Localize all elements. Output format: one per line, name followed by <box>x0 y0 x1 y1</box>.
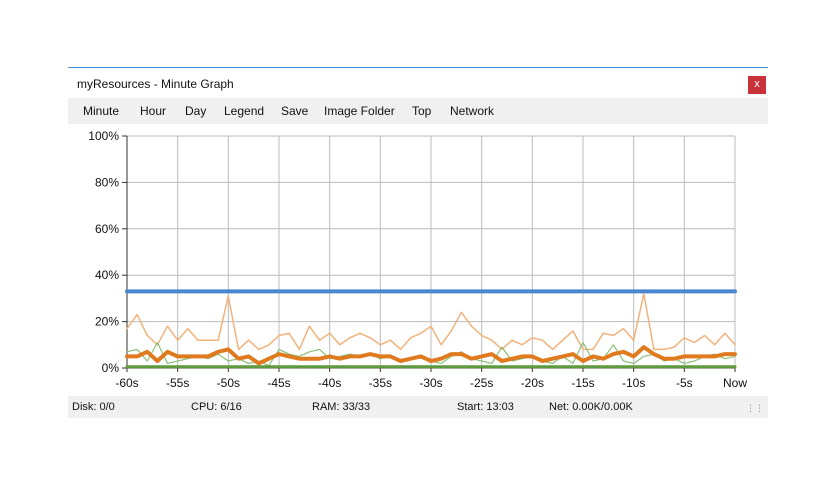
menu-hour[interactable]: Hour <box>140 104 167 118</box>
status-net: Net: 0.00K/0.00K <box>549 401 633 413</box>
y-tick-label: 40% <box>95 268 119 282</box>
x-tick-label: -25s <box>470 376 493 390</box>
menu-image-folder[interactable]: Image Folder <box>324 104 395 118</box>
menu-day[interactable]: Day <box>185 104 207 118</box>
window-title: myResources - Minute Graph <box>77 77 234 91</box>
x-tick-label: -60s <box>115 376 138 390</box>
x-tick-label: -35s <box>369 376 392 390</box>
status-bar: Disk: 0/0 CPU: 6/16 RAM: 33/33 Start: 13… <box>68 396 768 418</box>
x-tick-label: -50s <box>217 376 240 390</box>
y-tick-label: 80% <box>95 175 119 189</box>
x-tick-label: -30s <box>419 376 442 390</box>
status-start: Start: 13:03 <box>457 401 514 413</box>
status-disk: Disk: 0/0 <box>72 401 115 413</box>
x-tick-label: Now <box>723 376 747 390</box>
menu-network[interactable]: Network <box>450 104 495 118</box>
x-tick-label: -20s <box>521 376 544 390</box>
app-window: myResources - Minute Graph x Minute Hour… <box>68 67 768 418</box>
x-tick-label: -5s <box>676 376 693 390</box>
status-cpu: CPU: 6/16 <box>191 401 242 413</box>
x-tick-label: -55s <box>166 376 189 390</box>
series-line-cpu <box>125 345 737 366</box>
y-tick-label: 100% <box>88 129 119 143</box>
title-bar[interactable]: myResources - Minute Graph x <box>68 68 768 98</box>
x-tick-label: -15s <box>571 376 594 390</box>
resize-grip-icon[interactable]: ⋮⋮ <box>746 403 764 413</box>
menu-save[interactable]: Save <box>281 104 309 118</box>
x-tick-label: -10s <box>622 376 645 390</box>
resource-graph: -60s -55s -50s -45s -40s -35s -30s -25s -20s -15s… <box>88 129 747 390</box>
series-line-cpu_max <box>126 293 736 351</box>
y-tick-label: 60% <box>95 222 119 236</box>
close-button[interactable]: x <box>748 76 766 94</box>
menu-top[interactable]: Top <box>412 104 432 118</box>
y-tick-label: 0% <box>102 361 120 375</box>
menu-legend[interactable]: Legend <box>224 104 265 118</box>
status-ram: RAM: 33/33 <box>312 401 371 413</box>
menu-minute[interactable]: Minute <box>83 104 120 118</box>
y-tick-label: 20% <box>95 315 119 329</box>
menu-bar: Minute Hour Day Legend Save Image Folder… <box>68 98 768 124</box>
x-tick-label: -40s <box>318 376 341 390</box>
x-tick-label: -45s <box>267 376 290 390</box>
